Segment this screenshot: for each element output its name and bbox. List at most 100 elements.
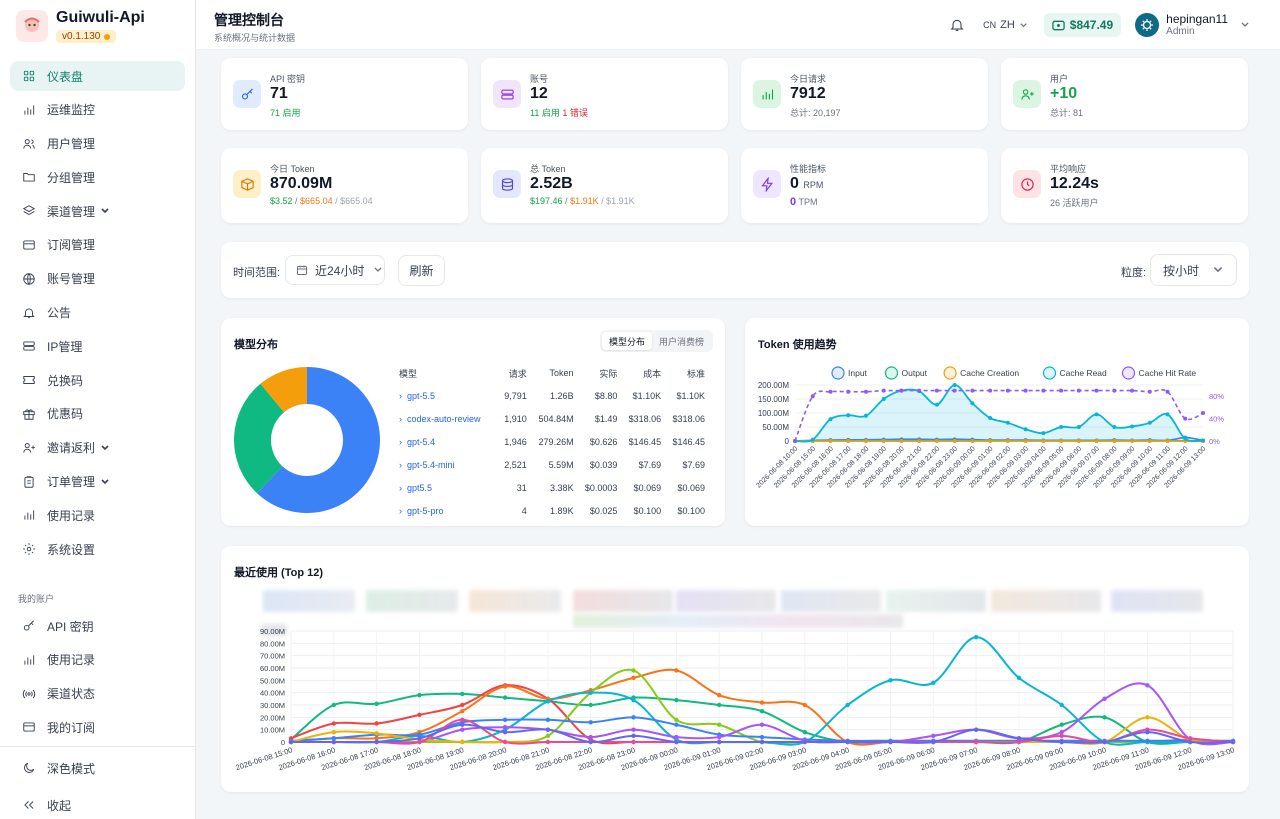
data-point[interactable] [1023, 427, 1028, 432]
data-point[interactable] [588, 702, 593, 708]
sidebar.items-item-gift-10[interactable]: 优惠码 [10, 399, 185, 429]
data-point[interactable] [1041, 388, 1046, 393]
data-point[interactable] [934, 402, 939, 407]
table-row[interactable]: › gpt5.5 31 3.38K $0.0003 $0.069 $0.069 [399, 476, 709, 499]
data-point[interactable] [1165, 412, 1170, 417]
data-point[interactable] [846, 413, 851, 418]
data-point[interactable] [417, 739, 422, 745]
data-point[interactable] [674, 668, 679, 673]
data-point[interactable] [759, 739, 765, 745]
data-point[interactable] [502, 739, 508, 745]
data-point[interactable] [1041, 439, 1046, 443]
data-point[interactable] [588, 690, 593, 695]
data-point[interactable] [1016, 736, 1022, 741]
data-point[interactable] [545, 733, 551, 739]
data-point[interactable] [631, 739, 636, 745]
sidebar.account_items-item-key-0[interactable]: API 密钥 [10, 611, 185, 641]
data-point[interactable] [1230, 739, 1236, 745]
data-point[interactable] [1145, 738, 1150, 743]
data-point[interactable] [545, 699, 551, 704]
data-point[interactable] [588, 734, 593, 740]
chevron-right-icon[interactable]: › [399, 505, 402, 516]
data-point[interactable] [952, 383, 957, 387]
data-point[interactable] [1112, 425, 1117, 429]
data-point[interactable] [502, 725, 508, 730]
language-switcher[interactable]: CN ZH [983, 19, 1028, 31]
data-point[interactable] [845, 739, 850, 745]
sidebar.items-item-bell-7[interactable]: 公告 [10, 298, 185, 328]
data-point[interactable] [759, 722, 765, 727]
data-point[interactable] [631, 733, 636, 739]
data-point[interactable] [716, 702, 722, 708]
data-point[interactable] [1023, 388, 1028, 393]
data-point[interactable] [502, 684, 508, 689]
data-point[interactable] [888, 739, 893, 745]
data-point[interactable] [331, 702, 337, 708]
data-point[interactable] [952, 388, 957, 393]
data-point[interactable] [952, 439, 957, 443]
data-point[interactable] [1187, 739, 1193, 745]
data-point[interactable] [1005, 420, 1010, 425]
data-point[interactable] [828, 439, 833, 443]
data-point[interactable] [1076, 388, 1081, 393]
sidebar.items-item-server-8[interactable]: IP管理 [10, 331, 185, 361]
data-point[interactable] [374, 721, 379, 726]
data-point[interactable] [1005, 439, 1010, 443]
balance-badge[interactable]: $847.49 [1043, 13, 1122, 37]
data-point[interactable] [970, 388, 975, 393]
data-point[interactable] [460, 691, 465, 697]
data-point[interactable] [631, 697, 636, 703]
legend-item[interactable]: Input [831, 366, 868, 380]
data-point[interactable] [802, 702, 808, 708]
data-point[interactable] [1130, 424, 1135, 429]
data-point[interactable] [931, 739, 936, 745]
user-menu[interactable]: hepingan11 Admin [1166, 13, 1228, 38]
legend-item[interactable]: Cache Creation [943, 366, 1019, 380]
data-point[interactable] [793, 439, 797, 443]
pie-slice[interactable] [260, 367, 307, 413]
data-point[interactable] [1183, 436, 1188, 441]
sidebar.items-item-users-2[interactable]: 用户管理 [10, 129, 185, 159]
sidebar.items-item-bar-chart-1[interactable]: 运维监控 [10, 95, 185, 125]
data-point[interactable] [1147, 389, 1152, 394]
sidebar.items-item-user-plus-11[interactable]: 邀请返利 [10, 433, 185, 463]
table-row[interactable]: › gpt-5.5 9,791 1.26B $8.80 $1.10K $1.10K [399, 384, 709, 407]
collapse-button[interactable]: 收起 [10, 790, 185, 819]
data-point[interactable] [931, 733, 936, 739]
data-point[interactable] [1041, 431, 1046, 436]
data-point[interactable] [1130, 388, 1135, 393]
data-point[interactable] [917, 388, 922, 393]
data-point[interactable] [460, 727, 465, 732]
data-point[interactable] [1076, 439, 1081, 443]
data-point[interactable] [631, 727, 636, 732]
data-point[interactable] [1102, 739, 1107, 745]
data-point[interactable] [881, 439, 886, 443]
data-point[interactable] [810, 437, 815, 442]
pie-slice[interactable] [234, 383, 285, 494]
sidebar.account_items-item-bar-chart-1[interactable]: 使用记录 [10, 645, 185, 675]
data-point[interactable] [545, 739, 551, 745]
refresh-button[interactable]: 刷新 [398, 255, 445, 286]
data-point[interactable] [716, 692, 722, 698]
dark-mode-toggle[interactable]: 深色模式 [10, 753, 185, 783]
pie-slice[interactable] [257, 367, 380, 513]
data-point[interactable] [1094, 388, 1099, 393]
legend-item[interactable]: Output [884, 366, 928, 380]
data-point[interactable] [973, 634, 979, 640]
data-point[interactable] [1059, 425, 1064, 429]
data-point[interactable] [1201, 411, 1205, 415]
data-point[interactable] [1130, 439, 1135, 443]
data-point[interactable] [1059, 729, 1064, 735]
data-point[interactable] [1059, 733, 1064, 739]
data-point[interactable] [1094, 412, 1099, 417]
data-point[interactable] [1165, 439, 1170, 443]
data-point[interactable] [460, 708, 465, 714]
data-point[interactable] [863, 413, 868, 418]
data-point[interactable] [674, 734, 679, 740]
data-point[interactable] [331, 721, 337, 726]
data-point[interactable] [888, 678, 893, 683]
data-point[interactable] [1016, 675, 1022, 681]
data-point[interactable] [374, 701, 379, 706]
data-point[interactable] [846, 439, 851, 443]
data-point[interactable] [502, 729, 508, 735]
